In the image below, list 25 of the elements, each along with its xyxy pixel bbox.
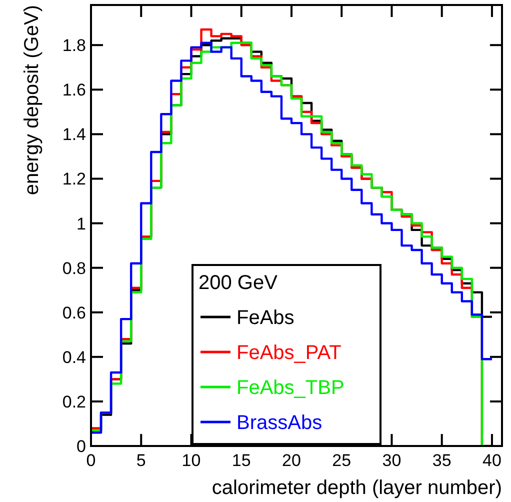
x-tick-label: 30: [382, 451, 402, 470]
x-tick-label: 40: [482, 451, 502, 470]
x-tick-label: 5: [136, 451, 146, 470]
x-axis-title: calorimeter depth (layer number): [212, 477, 502, 499]
y-tick-label: 1: [76, 214, 86, 234]
x-tick-label: 35: [432, 451, 452, 470]
legend-label: FeAbs_PAT: [236, 342, 342, 364]
y-tick-label: 0.8: [62, 258, 86, 278]
legend-title: 200 GeV: [198, 272, 278, 294]
y-tick-label: 1.8: [62, 36, 86, 56]
y-tick-label: 1.4: [62, 125, 86, 144]
y-tick-label: 1.2: [62, 170, 86, 189]
x-tick-label: 10: [182, 451, 201, 470]
y-tick-label: 1.6: [62, 80, 86, 100]
legend-label: FeAbs: [236, 307, 294, 329]
x-tick-label: 20: [282, 451, 301, 470]
y-tick-label: 0.4: [62, 348, 86, 367]
legend-label: BrassAbs: [236, 412, 322, 434]
y-tick-label: 0.2: [62, 392, 86, 412]
x-tick-label: 15: [232, 451, 251, 470]
y-axis-title: energy deposit (GeV): [21, 5, 43, 196]
y-tick-label: 0: [76, 437, 86, 456]
y-tick-label: 0.6: [62, 303, 86, 322]
legend-label: FeAbs_TBP: [236, 377, 344, 399]
x-tick-label: 25: [332, 451, 352, 470]
